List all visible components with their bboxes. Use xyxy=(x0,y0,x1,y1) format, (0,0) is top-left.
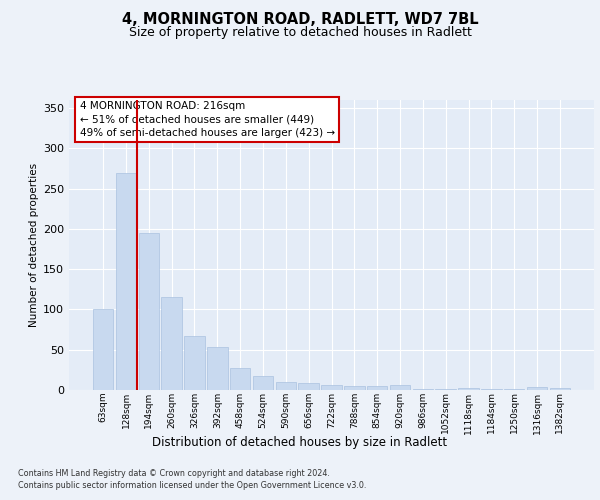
Bar xyxy=(367,386,388,390)
Bar xyxy=(481,389,502,390)
Text: Contains public sector information licensed under the Open Government Licence v3: Contains public sector information licen… xyxy=(18,480,367,490)
Text: Size of property relative to detached houses in Radlett: Size of property relative to detached ho… xyxy=(128,26,472,39)
Bar xyxy=(207,348,227,390)
Y-axis label: Number of detached properties: Number of detached properties xyxy=(29,163,39,327)
Bar xyxy=(436,389,456,390)
Text: Contains HM Land Registry data © Crown copyright and database right 2024.: Contains HM Land Registry data © Crown c… xyxy=(18,469,330,478)
Bar xyxy=(527,387,547,390)
Bar xyxy=(184,336,205,390)
Text: 4, MORNINGTON ROAD, RADLETT, WD7 7BL: 4, MORNINGTON ROAD, RADLETT, WD7 7BL xyxy=(122,12,478,28)
Bar xyxy=(321,385,342,390)
Bar xyxy=(253,376,273,390)
Bar xyxy=(139,233,159,390)
Bar xyxy=(390,385,410,390)
Text: 4 MORNINGTON ROAD: 216sqm
← 51% of detached houses are smaller (449)
49% of semi: 4 MORNINGTON ROAD: 216sqm ← 51% of detac… xyxy=(79,102,335,138)
Bar xyxy=(230,368,250,390)
Bar xyxy=(275,382,296,390)
Bar xyxy=(116,172,136,390)
Bar xyxy=(93,310,113,390)
Bar xyxy=(413,389,433,390)
Bar xyxy=(161,298,182,390)
Bar xyxy=(298,383,319,390)
Bar xyxy=(504,389,524,390)
Bar xyxy=(550,388,570,390)
Bar xyxy=(458,388,479,390)
Bar xyxy=(344,386,365,390)
Text: Distribution of detached houses by size in Radlett: Distribution of detached houses by size … xyxy=(152,436,448,449)
